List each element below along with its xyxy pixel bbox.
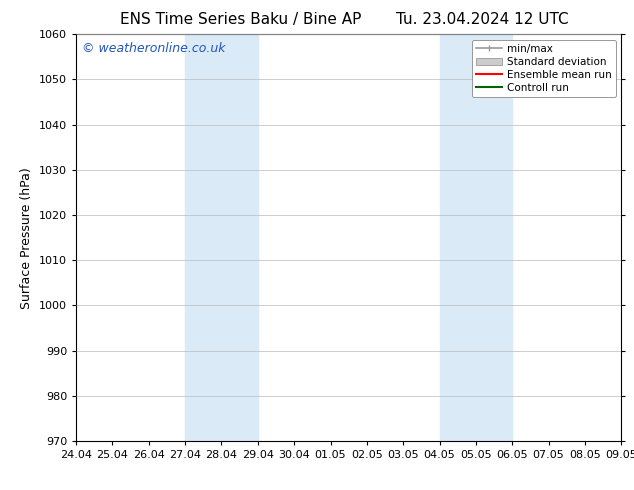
Y-axis label: Surface Pressure (hPa): Surface Pressure (hPa) bbox=[20, 167, 34, 309]
Text: © weatheronline.co.uk: © weatheronline.co.uk bbox=[82, 43, 225, 55]
Text: Tu. 23.04.2024 12 UTC: Tu. 23.04.2024 12 UTC bbox=[396, 12, 568, 27]
Legend: min/max, Standard deviation, Ensemble mean run, Controll run: min/max, Standard deviation, Ensemble me… bbox=[472, 40, 616, 97]
Bar bbox=[185, 34, 258, 441]
Bar bbox=[439, 34, 512, 441]
Text: ENS Time Series Baku / Bine AP: ENS Time Series Baku / Bine AP bbox=[120, 12, 361, 27]
